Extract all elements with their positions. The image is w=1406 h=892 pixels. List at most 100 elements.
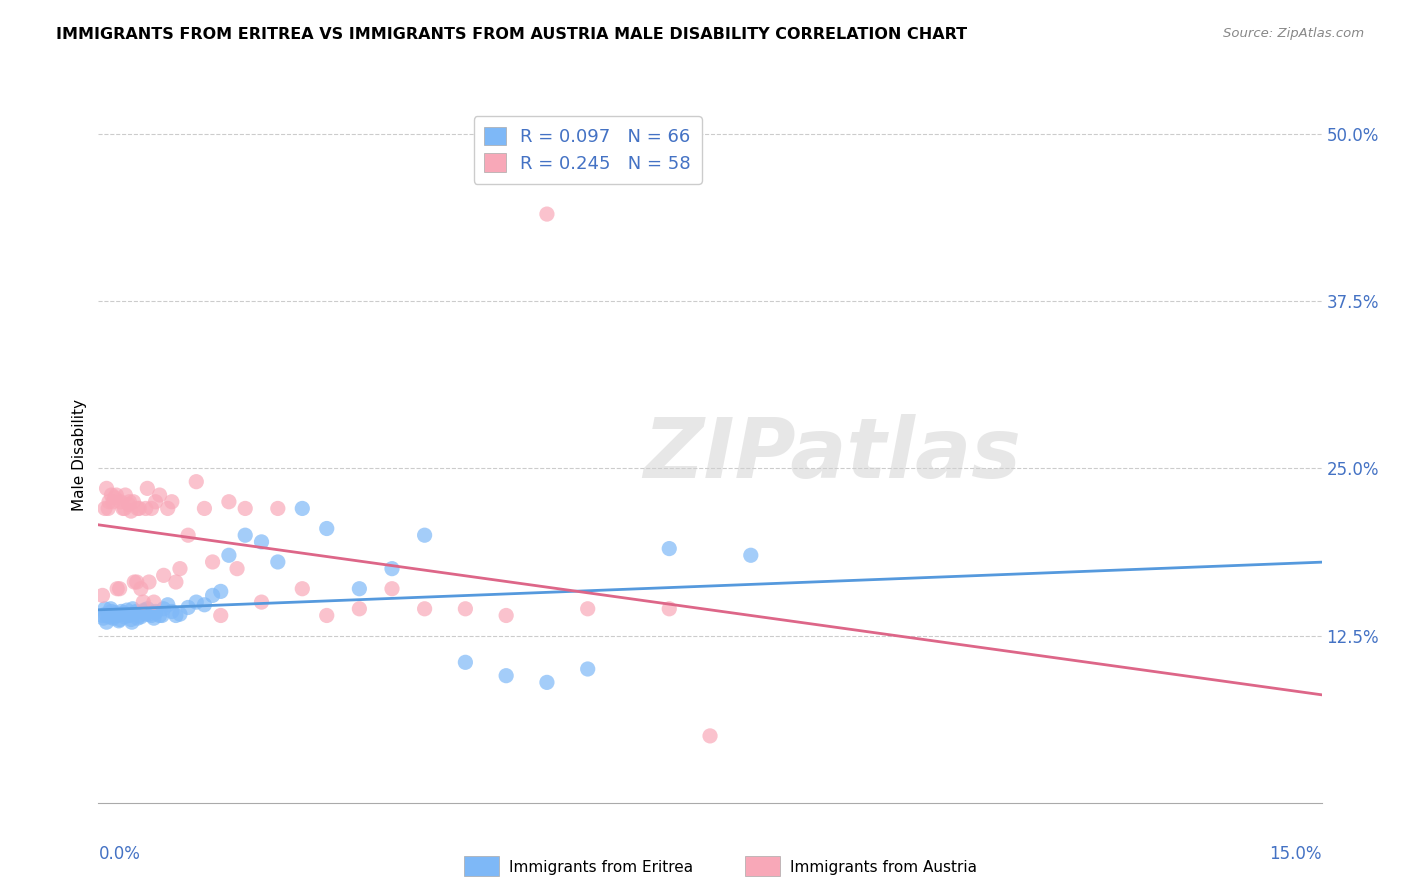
Point: [127, 501, 149, 516]
Text: Immigrants from Austria: Immigrants from Austria: [790, 860, 977, 874]
Point: [233, 528, 256, 542]
Point: [315, 521, 337, 535]
Point: [381, 562, 404, 576]
Point: [136, 601, 159, 615]
Point: [115, 603, 138, 617]
Point: [201, 589, 224, 603]
Point: [177, 600, 200, 615]
Point: [110, 494, 132, 508]
Point: [101, 494, 124, 508]
Point: [349, 582, 371, 596]
Point: [100, 605, 122, 619]
Point: [536, 675, 558, 690]
Point: [108, 614, 131, 628]
Point: [250, 595, 273, 609]
Point: [156, 501, 179, 516]
Point: [91, 611, 114, 625]
Text: 15.0%: 15.0%: [1270, 845, 1322, 863]
Point: [740, 548, 762, 563]
Point: [413, 601, 436, 615]
Point: [132, 595, 155, 609]
Point: [135, 501, 157, 516]
Point: [97, 608, 120, 623]
Point: [98, 610, 121, 624]
Point: [124, 574, 146, 589]
Point: [138, 607, 160, 621]
Point: [267, 501, 290, 516]
Point: [218, 494, 240, 508]
Point: [112, 606, 135, 620]
Point: [128, 608, 150, 623]
Point: [132, 603, 155, 617]
Point: [658, 601, 681, 615]
Point: [128, 501, 150, 516]
Text: Immigrants from Eritrea: Immigrants from Eritrea: [509, 860, 693, 874]
Point: [201, 555, 224, 569]
Point: [108, 612, 131, 626]
Point: [129, 610, 152, 624]
Point: [536, 207, 558, 221]
Point: [142, 595, 165, 609]
Point: [127, 611, 149, 625]
Point: [142, 611, 165, 625]
Point: [193, 598, 215, 612]
Point: [186, 595, 208, 609]
Point: [156, 598, 179, 612]
Point: [100, 488, 122, 502]
Text: 0.0%: 0.0%: [98, 845, 141, 863]
Point: [117, 608, 139, 623]
Point: [104, 606, 127, 620]
Point: [145, 605, 167, 619]
Point: [136, 482, 159, 496]
Y-axis label: Male Disability: Male Disability: [72, 399, 87, 511]
Point: [149, 488, 172, 502]
Point: [145, 606, 167, 620]
Point: [124, 606, 146, 620]
Text: IMMIGRANTS FROM ERITREA VS IMMIGRANTS FROM AUSTRIA MALE DISABILITY CORRELATION C: IMMIGRANTS FROM ERITREA VS IMMIGRANTS FR…: [56, 27, 967, 42]
Point: [94, 501, 117, 516]
Point: [169, 562, 191, 576]
Point: [226, 562, 249, 576]
Point: [165, 574, 187, 589]
Point: [96, 615, 118, 630]
Legend: R = 0.097   N = 66, R = 0.245   N = 58: R = 0.097 N = 66, R = 0.245 N = 58: [474, 116, 702, 184]
Point: [91, 608, 114, 623]
Point: [209, 608, 232, 623]
Point: [125, 574, 148, 589]
Point: [114, 610, 136, 624]
Point: [105, 608, 128, 623]
Point: [152, 601, 174, 615]
Point: [138, 574, 160, 589]
Point: [111, 607, 134, 621]
Point: [101, 611, 124, 625]
Point: [104, 608, 127, 623]
Point: [145, 494, 167, 508]
Point: [141, 608, 163, 623]
Point: [121, 601, 143, 615]
Point: [132, 605, 155, 619]
Text: Source: ZipAtlas.com: Source: ZipAtlas.com: [1223, 27, 1364, 40]
Point: [108, 582, 131, 596]
Point: [104, 491, 127, 505]
Point: [218, 548, 240, 563]
Point: [576, 662, 599, 676]
Point: [576, 601, 599, 615]
Point: [150, 608, 173, 623]
Point: [117, 498, 139, 512]
Point: [169, 607, 191, 621]
Point: [114, 501, 136, 516]
Point: [381, 582, 404, 596]
Point: [111, 501, 134, 516]
Point: [152, 568, 174, 582]
Text: ZIPatlas: ZIPatlas: [644, 415, 1021, 495]
Point: [186, 475, 208, 489]
Point: [250, 534, 273, 549]
Point: [699, 729, 721, 743]
Point: [129, 582, 152, 596]
Point: [94, 607, 117, 621]
Point: [193, 501, 215, 516]
Point: [114, 488, 136, 502]
Point: [91, 589, 114, 603]
Point: [96, 482, 118, 496]
Point: [120, 612, 142, 626]
